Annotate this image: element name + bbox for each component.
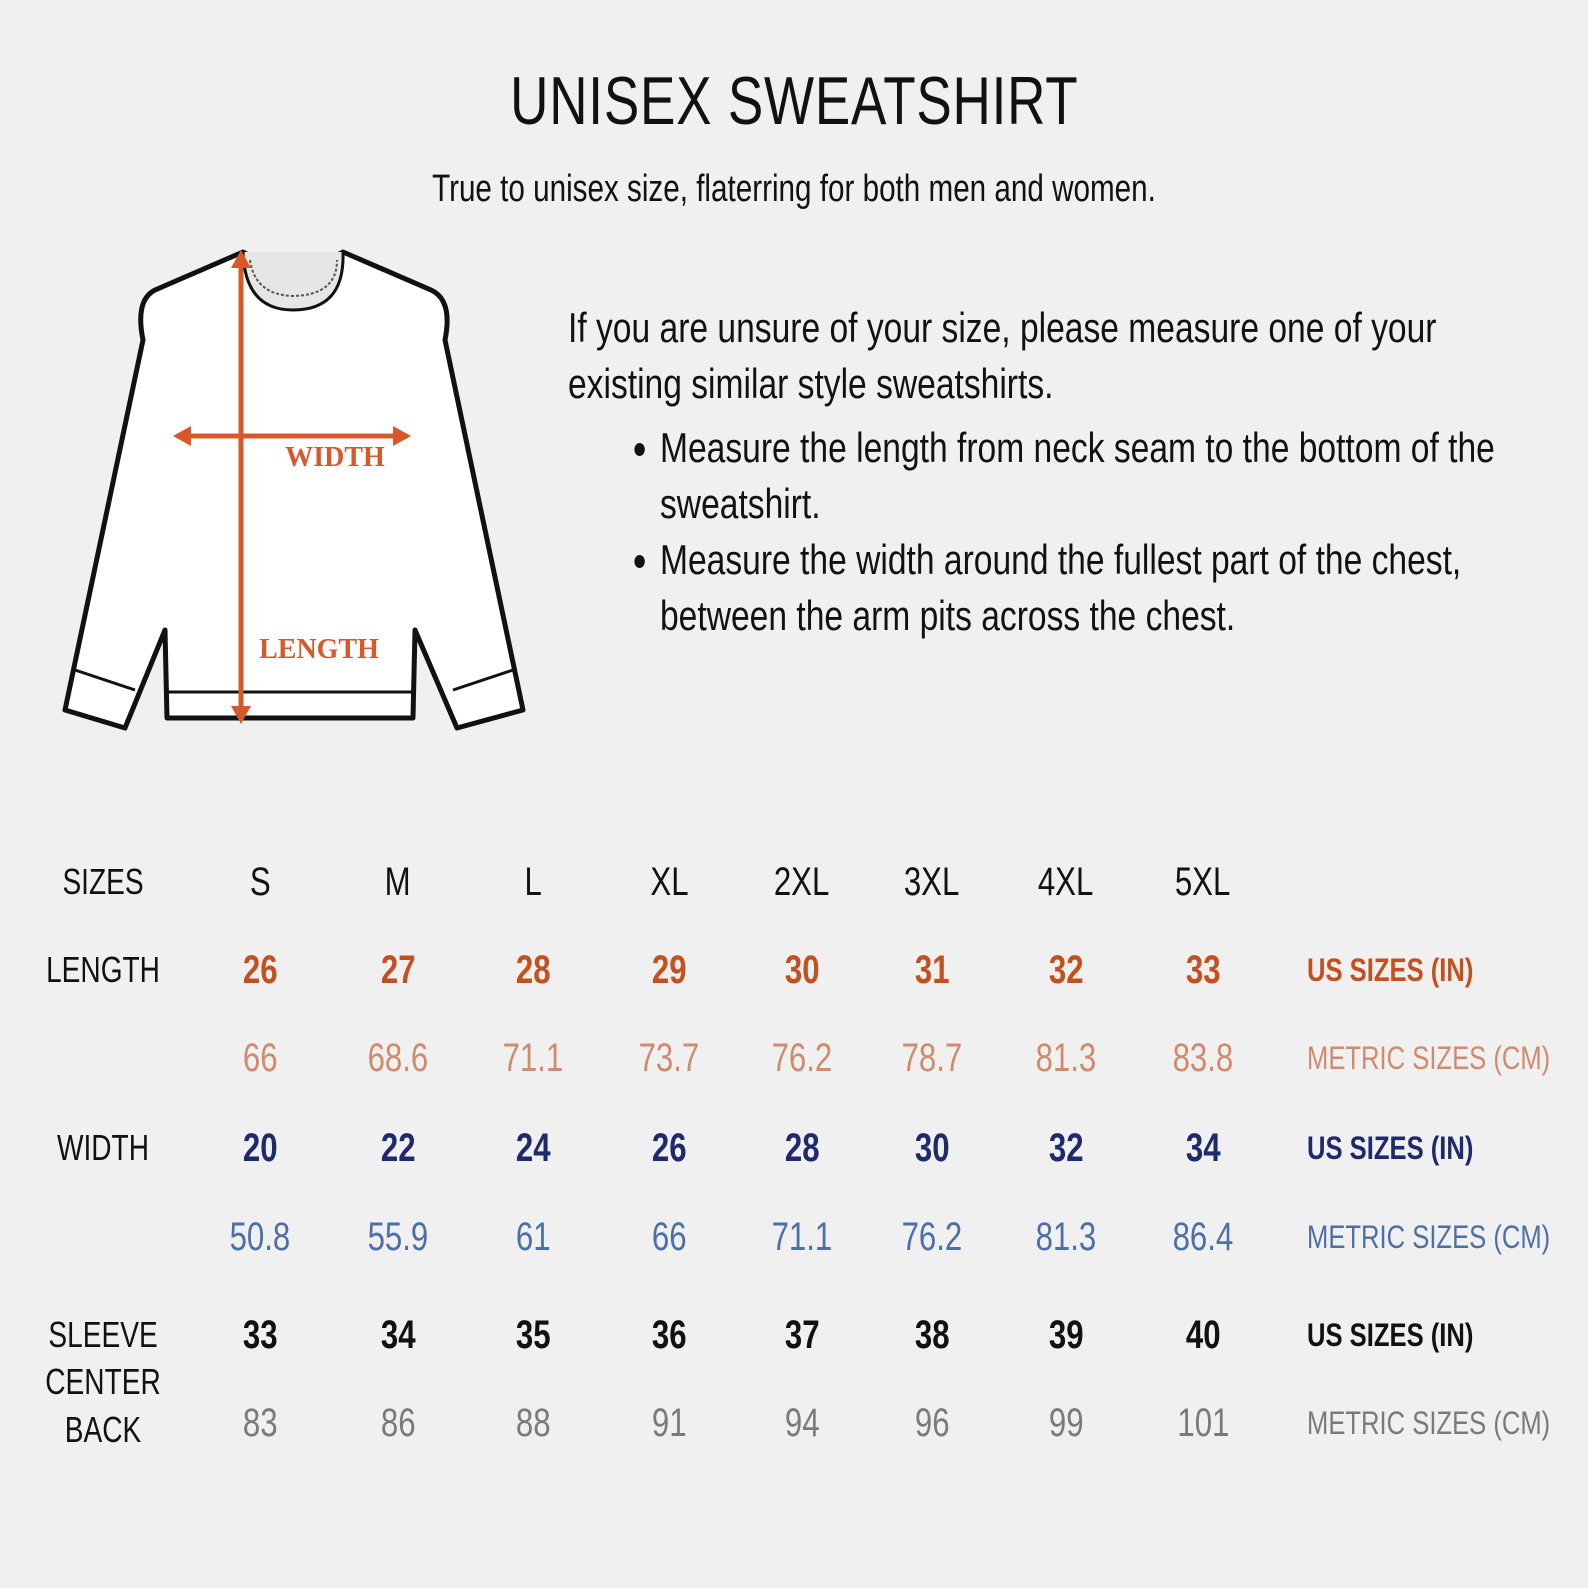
table-cell: 27 — [380, 948, 416, 992]
table-cell: 24 — [515, 1126, 551, 1170]
size-header: XL — [649, 860, 689, 904]
unit-label: METRIC SIZES (CM) — [1307, 1219, 1551, 1255]
unit-label: METRIC SIZES (CM) — [1307, 1040, 1551, 1076]
unit-label: METRIC SIZES (CM) — [1307, 1405, 1551, 1441]
unit-label: US SIZES (IN) — [1307, 1130, 1474, 1166]
table-cell: 34 — [380, 1313, 416, 1357]
width-label: WIDTH — [285, 442, 385, 473]
table-cell: 20 — [242, 1126, 278, 1170]
table-cell: 86 — [380, 1401, 416, 1445]
row-label: WIDTH — [56, 1127, 150, 1168]
size-header: L — [524, 860, 542, 904]
measure-instructions: If you are unsure of your size, please m… — [568, 300, 1568, 644]
size-header: 2XL — [774, 860, 830, 904]
table-cell: 99 — [1048, 1401, 1084, 1445]
table-cell: 76.2 — [771, 1036, 833, 1080]
table-cell: 73.7 — [638, 1036, 700, 1080]
instruction-bullet: Measure the length from neck seam to the… — [660, 420, 1508, 532]
table-cell: 71.1 — [771, 1215, 833, 1259]
table-cell: 76.2 — [901, 1215, 963, 1259]
table-cell: 29 — [651, 948, 687, 992]
size-header: M — [384, 860, 411, 904]
table-cell: 28 — [515, 948, 551, 992]
table-cell: 32 — [1048, 948, 1084, 992]
table-cell: 96 — [914, 1401, 950, 1445]
size-header: 4XL — [1038, 860, 1094, 904]
table-cell: 50.8 — [229, 1215, 291, 1259]
table-cell: 40 — [1185, 1313, 1221, 1357]
table-cell: 101 — [1176, 1401, 1230, 1445]
sleeve-label: SLEEVE — [48, 1314, 158, 1355]
table-cell: 30 — [784, 948, 820, 992]
sweatshirt-illustration: WIDTH LENGTH — [62, 249, 526, 731]
table-cell: 30 — [914, 1126, 950, 1170]
table-cell: 32 — [1048, 1126, 1084, 1170]
table-cell: 68.6 — [367, 1036, 429, 1080]
table-cell: 66 — [651, 1215, 687, 1259]
table-cell: 81.3 — [1035, 1036, 1097, 1080]
table-cell: 28 — [784, 1126, 820, 1170]
sleeve-label: CENTER — [45, 1361, 161, 1402]
table-cell: 33 — [1185, 948, 1221, 992]
table-cell: 26 — [242, 948, 278, 992]
subtitle: True to unisex size, flaterring for both… — [432, 168, 1156, 210]
page-title: UNISEX SWEATSHIRT — [509, 63, 1079, 139]
row-label: LENGTH — [46, 949, 160, 990]
table-cell: 35 — [515, 1313, 551, 1357]
size-header: 3XL — [904, 860, 960, 904]
table-cell: 37 — [784, 1313, 820, 1357]
table-cell: 33 — [242, 1313, 278, 1357]
table-cell: 91 — [651, 1401, 687, 1445]
table-cell: 88 — [515, 1401, 551, 1445]
length-label: LENGTH — [259, 634, 379, 665]
table-cell: 38 — [914, 1313, 950, 1357]
size-header: 5XL — [1175, 860, 1231, 904]
table-cell: 81.3 — [1035, 1215, 1097, 1259]
table-cell: 83 — [242, 1401, 278, 1445]
table-cell: 36 — [651, 1313, 687, 1357]
table-cell: 66 — [242, 1036, 278, 1080]
table-cell: 55.9 — [367, 1215, 429, 1259]
sizes-header-label: SIZES — [62, 861, 144, 902]
table-cell: 22 — [380, 1126, 416, 1170]
table-cell: 39 — [1048, 1313, 1084, 1357]
sleeve-label: BACK — [64, 1409, 142, 1450]
unit-label: US SIZES (IN) — [1307, 952, 1474, 988]
instruction-bullet: Measure the width around the fullest par… — [660, 532, 1508, 644]
size-header: S — [249, 860, 271, 904]
table-cell: 31 — [914, 948, 950, 992]
table-cell: 26 — [651, 1126, 687, 1170]
table-cell: 94 — [784, 1401, 820, 1445]
table-cell: 86.4 — [1172, 1215, 1234, 1259]
table-cell: 71.1 — [502, 1036, 564, 1080]
table-cell: 61 — [515, 1215, 551, 1259]
table-cell: 34 — [1185, 1126, 1221, 1170]
table-cell: 83.8 — [1172, 1036, 1234, 1080]
table-cell: 78.7 — [901, 1036, 963, 1080]
unit-label: US SIZES (IN) — [1307, 1317, 1474, 1353]
